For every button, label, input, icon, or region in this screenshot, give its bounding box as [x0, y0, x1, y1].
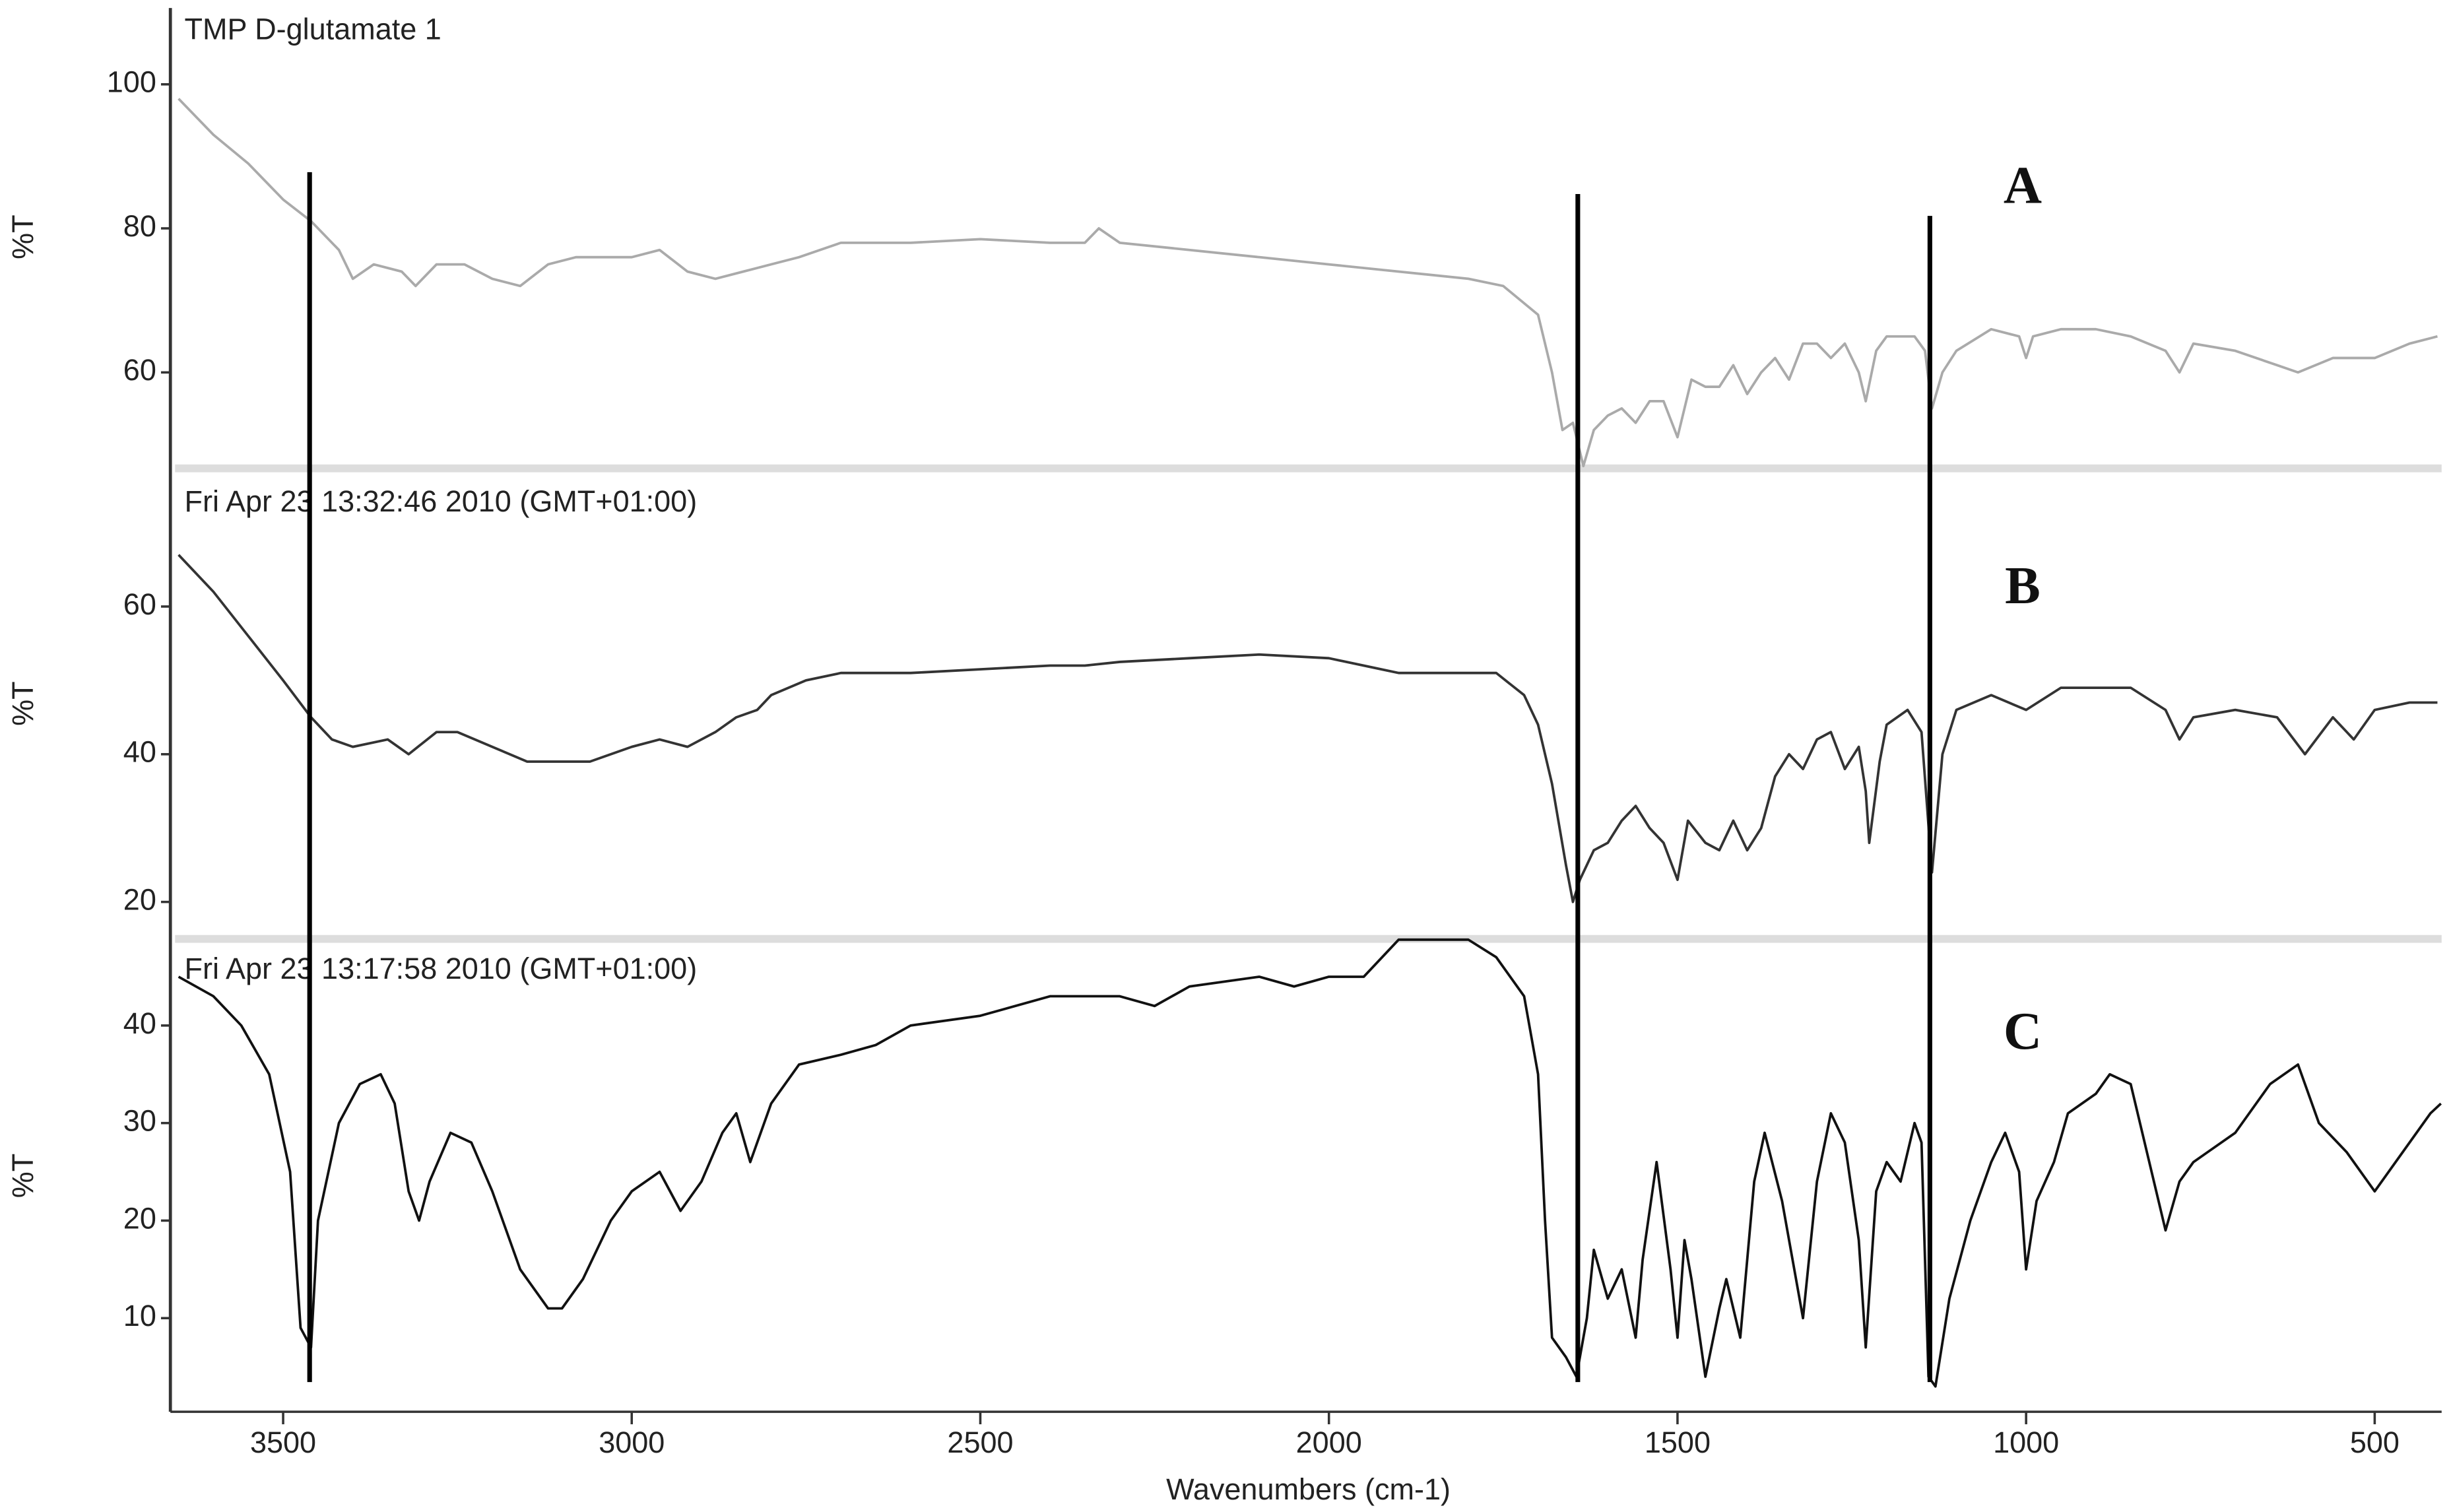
panel-title: Fri Apr 23 13:32:46 2010 (GMT+01:00) [184, 484, 697, 518]
x-tick-label: 2000 [1296, 1426, 1362, 1459]
y-tick-label: 100 [107, 65, 156, 99]
y-tick-label: 20 [123, 883, 156, 917]
y-tick-label: 60 [123, 587, 156, 621]
panel-letter: C [2004, 1002, 2042, 1061]
x-tick-label: 3000 [599, 1426, 665, 1459]
y-tick-label: 30 [123, 1104, 156, 1138]
spectrum-line [178, 98, 2438, 468]
x-tick-label: 500 [2350, 1426, 2400, 1459]
panel-letter: B [2005, 556, 2041, 615]
x-tick-label: 3500 [250, 1426, 316, 1459]
panel-letter: A [2004, 156, 2042, 215]
y-axis-label: %T [6, 1154, 40, 1199]
y-tick-label: 60 [123, 353, 156, 387]
x-axis-label: Wavenumbers (cm-1) [1166, 1472, 1451, 1506]
spectrum-line [178, 554, 2438, 904]
y-tick-label: 80 [123, 209, 156, 243]
y-tick-label: 40 [123, 735, 156, 769]
y-axis-label: %T [6, 681, 40, 726]
spectrum-line [178, 938, 2442, 1388]
y-tick-label: 20 [123, 1201, 156, 1235]
x-tick-label: 1500 [1645, 1426, 1711, 1459]
panel-separator [175, 464, 2442, 473]
y-tick-label: 40 [123, 1006, 156, 1040]
y-axis-label: %T [6, 214, 40, 259]
y-tick-label: 10 [123, 1299, 156, 1332]
panel-title: TMP D-glutamate 1 [184, 13, 441, 46]
panel-title: Fri Apr 23 13:17:58 2010 (GMT+01:00) [184, 952, 697, 985]
x-tick-label: 1000 [1993, 1426, 2059, 1459]
x-tick-label: 2500 [947, 1426, 1013, 1459]
panel-separator [175, 935, 2442, 943]
